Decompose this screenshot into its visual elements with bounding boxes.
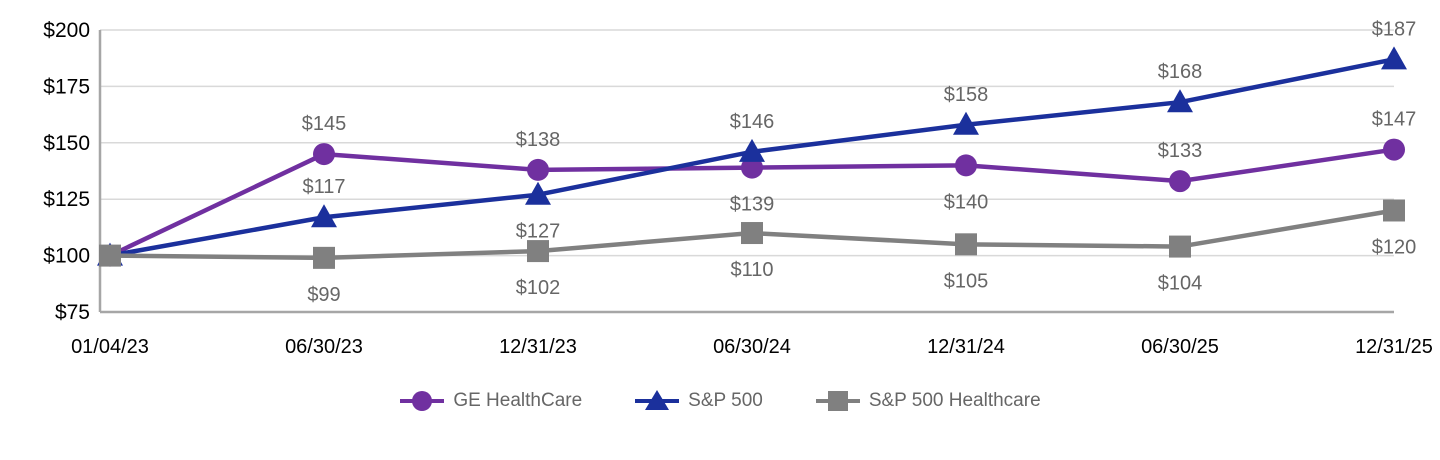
data-label: $146 <box>730 111 775 133</box>
data-point-marker <box>955 233 977 256</box>
data-label: $145 <box>302 113 347 135</box>
data-point-marker <box>525 181 551 205</box>
data-label: $120 <box>1372 236 1417 258</box>
ge-healthcare-line-circle-icon <box>400 391 445 411</box>
legend-item-ge-healthcare: GE HealthCare <box>399 389 582 413</box>
data-label: $140 <box>944 191 989 213</box>
data-point-marker <box>1169 170 1191 193</box>
legend-item-sp500: S&P 500 <box>634 389 763 413</box>
data-point-marker <box>1169 235 1191 258</box>
data-label: $99 <box>307 284 340 306</box>
data-label: $187 <box>1372 18 1417 40</box>
x-tick-label: 12/31/23 <box>499 336 577 358</box>
data-point-marker <box>311 204 337 228</box>
chart-legend: GE HealthCare S&P 500 S&P 500 Healthcare <box>0 389 1440 413</box>
data-point-marker <box>1383 199 1405 222</box>
x-tick-label: 06/30/25 <box>1141 336 1219 358</box>
data-label: $168 <box>1158 61 1203 83</box>
y-tick-label: $150 <box>43 132 90 155</box>
legend-label-sp500-healthcare: S&P 500 Healthcare <box>868 390 1041 411</box>
data-label: $102 <box>516 277 561 299</box>
data-label: $138 <box>516 129 561 151</box>
data-label: $127 <box>516 221 561 243</box>
data-label: $147 <box>1372 109 1417 131</box>
data-point-marker <box>741 156 763 179</box>
data-label: $105 <box>944 270 989 292</box>
data-label: $110 <box>730 259 773 281</box>
data-label: $139 <box>730 194 775 216</box>
x-tick-label: 06/30/24 <box>713 336 791 358</box>
data-point-marker <box>527 158 549 181</box>
data-label: $133 <box>1158 140 1203 162</box>
sp500-line-triangle-icon <box>635 390 680 410</box>
x-tick-label: 12/31/25 <box>1355 336 1433 358</box>
data-point-marker <box>739 138 765 162</box>
y-tick-label: $200 <box>43 19 90 42</box>
data-point-marker <box>313 143 335 166</box>
y-tick-label: $175 <box>43 75 90 98</box>
data-point-marker <box>527 240 549 263</box>
y-tick-label: $75 <box>55 301 90 324</box>
legend-label-sp500: S&P 500 <box>688 390 763 411</box>
data-point-marker <box>1381 46 1407 70</box>
data-label: $104 <box>1158 273 1203 295</box>
data-point-marker <box>1383 138 1405 161</box>
data-label: $117 <box>302 176 345 198</box>
x-tick-label: 01/04/23 <box>71 336 149 358</box>
legend-item-sp500-healthcare: S&P 500 Healthcare <box>815 389 1041 413</box>
x-tick-label: 12/31/24 <box>927 336 1005 358</box>
data-point-marker <box>313 246 335 269</box>
data-point-marker <box>1167 89 1193 113</box>
data-point-marker <box>99 244 121 267</box>
data-point-marker <box>953 111 979 135</box>
data-point-marker <box>741 222 763 245</box>
legend-label-ge-healthcare: GE HealthCare <box>453 390 583 411</box>
data-label: $158 <box>944 84 989 106</box>
y-tick-label: $125 <box>43 188 90 211</box>
chart-plot-area: $75 $100 $125 $150 $175 $200 01/04/23 06/30/23 1… <box>43 18 1433 358</box>
y-tick-label: $100 <box>43 245 90 268</box>
x-tick-label: 06/30/23 <box>285 336 363 358</box>
data-point-marker <box>955 154 977 177</box>
sp500-healthcare-line-square-icon <box>815 391 860 411</box>
